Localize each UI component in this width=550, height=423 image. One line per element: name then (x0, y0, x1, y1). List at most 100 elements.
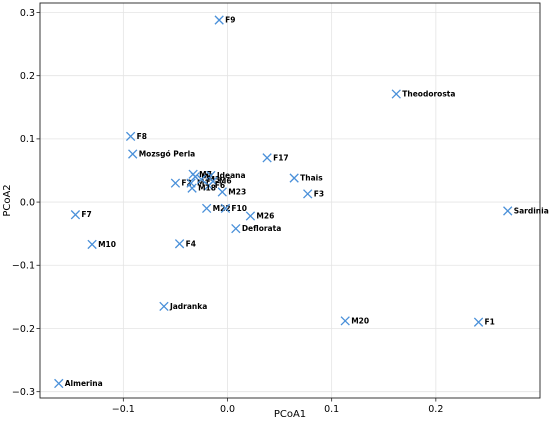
data-point-label: F10 (231, 204, 247, 213)
data-point-marker (289, 173, 299, 183)
data-point-label: Almerina (65, 379, 103, 388)
x-tick-label: 0.0 (220, 404, 235, 415)
data-point-label: Mozsgó Perla (139, 150, 196, 159)
marker-stroke (128, 149, 138, 159)
data-point-marker (187, 183, 197, 193)
data-point-label: Theodorosta (402, 90, 455, 99)
marker-stroke (503, 206, 513, 216)
y-tick-label: 0.0 (20, 197, 35, 208)
data-point-marker (391, 89, 401, 99)
data-point-marker (245, 211, 256, 221)
x-axis-label: PCoA1 (274, 409, 306, 420)
data-point-marker (174, 239, 185, 249)
data-point-marker (503, 206, 513, 216)
data-point-label: Jadranka (169, 302, 207, 311)
marker-stroke (340, 316, 350, 326)
data-point-label: F8 (137, 132, 147, 141)
marker-stroke (174, 239, 185, 249)
data-point-label: F17 (273, 153, 289, 162)
data-point-label: M1 (197, 179, 210, 188)
data-point-marker (70, 210, 81, 220)
marker-stroke (202, 203, 212, 214)
axes-frame (39, 2, 541, 399)
data-point-label: F3 (314, 189, 324, 198)
data-point-marker (159, 301, 169, 312)
y-tick-label: 0.1 (20, 134, 35, 145)
marker-stroke (289, 173, 299, 183)
data-point-label: F9 (225, 16, 235, 25)
data-point-label: Ideana (217, 171, 246, 180)
data-point-marker (190, 172, 200, 182)
data-point-label: F1 (485, 318, 495, 327)
data-point-marker (231, 223, 241, 234)
data-point-marker (217, 187, 227, 197)
data-point-marker (303, 189, 313, 199)
marker-stroke (303, 189, 313, 199)
marker-stroke (204, 180, 214, 191)
data-point-marker (206, 170, 216, 181)
data-point-marker (54, 378, 64, 389)
data-point-marker (170, 178, 181, 188)
marker-stroke (170, 178, 181, 188)
data-point-label: M26 (256, 211, 274, 220)
data-point-label: F4 (186, 239, 196, 248)
marker-stroke (190, 172, 200, 182)
marker-stroke (245, 211, 256, 221)
data-point-label: M23 (228, 187, 246, 196)
data-point-label: F6 (215, 181, 225, 190)
data-point-marker (125, 131, 136, 142)
data-point-marker (340, 316, 350, 326)
data-point-label: M7 (199, 170, 212, 179)
marker-stroke (159, 301, 169, 312)
data-point-marker (262, 153, 272, 163)
data-point-label: Sardinia (514, 206, 549, 215)
marker-stroke (262, 153, 272, 163)
data-point-label: M6 (219, 177, 232, 186)
data-point-label: M20 (351, 316, 369, 325)
data-point-label: F2 (181, 179, 191, 188)
marker-stroke (206, 170, 216, 181)
marker-stroke (473, 317, 484, 327)
tick-labels: −0.1 0.0 0.1 0.2 −0.3 −0.2 −0.1 0.0 0.1 0.2 0.3 (12, 8, 443, 415)
marker-stroke (87, 239, 97, 250)
y-tick-label: 0.3 (20, 8, 35, 19)
marker-stroke (186, 178, 196, 188)
data-point-label: M22 (213, 204, 231, 213)
data-point-label: M3 (207, 175, 220, 184)
plot-frame (39, 2, 541, 399)
y-tick-label: −0.2 (12, 324, 35, 335)
data-point-marker (473, 317, 484, 327)
data-point-marker (128, 149, 138, 159)
data-point-label: M10 (98, 240, 116, 249)
marker-stroke (187, 183, 197, 193)
data-point-label: M5 (201, 172, 214, 181)
marker-stroke (70, 210, 81, 220)
x-tick-label: 0.1 (324, 404, 339, 415)
data-point-label: Thais (300, 174, 323, 183)
data-point-marker (220, 203, 231, 214)
marker-stroke (54, 378, 64, 389)
y-tick-label: 0.2 (20, 71, 35, 82)
marker-stroke (220, 203, 231, 214)
data-point-label: F7 (81, 210, 91, 219)
marker-stroke (196, 174, 207, 184)
y-axis-label: PCoA2 (2, 184, 13, 216)
y-tick-label: −0.3 (12, 387, 35, 398)
x-tick-label: −0.1 (112, 404, 135, 415)
marker-stroke (217, 187, 227, 197)
y-tick-label: −0.1 (12, 261, 35, 272)
data-point-marker (214, 15, 224, 25)
marker-stroke (391, 89, 401, 99)
data-point-marker (204, 180, 214, 191)
marker-stroke (231, 223, 241, 234)
data-point-marker (196, 174, 207, 184)
grid-lines (40, 3, 540, 398)
marker-stroke (214, 15, 224, 25)
data-point-label: Deflorata (242, 224, 281, 233)
marker-stroke (125, 131, 136, 142)
data-point-label: M18 (198, 184, 216, 193)
data-point-marker (87, 239, 97, 250)
x-tick-label: 0.2 (428, 404, 443, 415)
